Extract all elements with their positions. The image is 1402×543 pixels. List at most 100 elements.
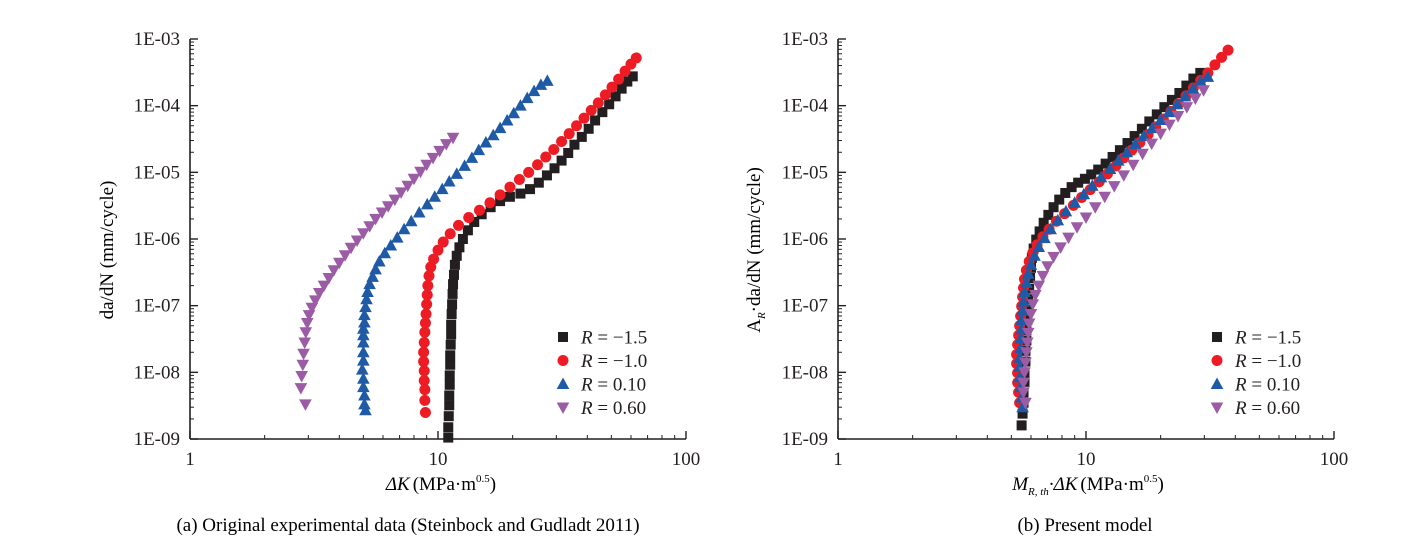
data-point [1098, 191, 1112, 204]
data-point [486, 128, 500, 141]
data-point [357, 380, 370, 393]
data-point [1144, 116, 1155, 127]
data-point [1171, 110, 1185, 123]
data-point [298, 337, 311, 350]
data-point [472, 143, 486, 156]
y-tick-label: 1E-05 [134, 162, 180, 183]
y-axis-label-a: da/dN (mm/cycle) [97, 181, 118, 320]
data-point [604, 99, 615, 110]
data-point [1017, 408, 1028, 419]
data-point [390, 231, 404, 243]
legend-label-value: = −1.5 [593, 328, 648, 349]
data-point [513, 174, 525, 186]
data-point [359, 300, 372, 313]
data-point [445, 359, 456, 370]
y-axis-label-b-sub: R [756, 312, 768, 320]
data-point [453, 219, 465, 231]
legend-label-value: = 0.60 [1247, 398, 1300, 419]
data-point [556, 155, 567, 166]
y-tick-label: 1E-05 [782, 162, 828, 183]
data-point [447, 299, 458, 310]
data-point [1079, 212, 1093, 225]
data-point [1189, 93, 1202, 106]
data-point [616, 83, 627, 94]
data-point [1137, 129, 1151, 142]
x-tick-label: 10 [1077, 449, 1096, 470]
data-point [1016, 420, 1027, 431]
data-point [1201, 70, 1215, 82]
data-point [448, 279, 459, 290]
data-point [358, 397, 371, 410]
data-point [1016, 400, 1029, 413]
data-point [373, 254, 386, 267]
data-point [583, 123, 594, 134]
data-point [1166, 94, 1177, 105]
data-point [428, 253, 440, 265]
legend-label: R = −1.0 [580, 351, 647, 372]
data-point [622, 76, 633, 87]
data-point [1103, 162, 1117, 175]
data-point [443, 411, 454, 422]
y-tick-label: 1E-03 [134, 29, 180, 50]
data-point [451, 250, 462, 261]
data-point [428, 190, 442, 202]
data-point [1195, 67, 1206, 78]
data-point [361, 285, 374, 298]
data-point [1120, 145, 1134, 158]
data-point [419, 394, 431, 406]
data-point [363, 221, 376, 233]
data-point [1209, 59, 1221, 71]
y-axis-label-b-rest: ·da/dN (mm/cycle) [744, 167, 765, 312]
y-tick-label: 1E-09 [782, 429, 828, 450]
data-point [378, 246, 392, 259]
data-point [1059, 204, 1073, 217]
data-point [357, 345, 370, 358]
x-axis-label-a-exp: 0.5 [476, 473, 490, 485]
data-point [1088, 202, 1102, 214]
data-point [1068, 196, 1081, 208]
data-point [418, 375, 430, 387]
data-point [418, 337, 430, 349]
data-point [1029, 289, 1042, 302]
legend-marker [556, 402, 570, 414]
data-point [295, 371, 308, 383]
data-point [1066, 182, 1077, 193]
data-point [1047, 251, 1060, 264]
data-point [445, 339, 456, 350]
data-point [1197, 85, 1210, 97]
data-point [527, 84, 541, 97]
data-point [317, 280, 331, 293]
data-point [627, 71, 638, 82]
caption-a: (a) Original experimental data (Steinboc… [176, 515, 639, 536]
series-R_-1.0 [1011, 44, 1234, 409]
series-R_0.10 [1013, 70, 1215, 413]
data-point [1107, 151, 1118, 162]
data-point [1070, 222, 1084, 234]
data-point [454, 242, 465, 253]
data-point [1016, 304, 1029, 316]
data-point [462, 225, 473, 236]
data-point [444, 379, 455, 390]
data-point [1188, 73, 1199, 84]
data-point [1023, 294, 1034, 305]
data-point [446, 319, 457, 330]
data-point [419, 317, 431, 329]
data-point [1032, 240, 1046, 252]
data-point [458, 159, 471, 171]
data-point [426, 152, 440, 165]
data-point [297, 348, 310, 361]
data-point [414, 166, 427, 179]
data-point [1114, 145, 1125, 156]
data-point [369, 262, 382, 275]
data-point [450, 167, 464, 179]
data-point [308, 295, 322, 307]
data-point [534, 78, 548, 90]
data-point [439, 139, 453, 151]
data-point [357, 328, 370, 341]
legend-label: R = 0.10 [580, 375, 646, 396]
data-point [420, 159, 433, 172]
data-point [495, 196, 506, 207]
data-point [338, 250, 352, 262]
data-point [523, 166, 535, 178]
data-point [1100, 158, 1111, 169]
